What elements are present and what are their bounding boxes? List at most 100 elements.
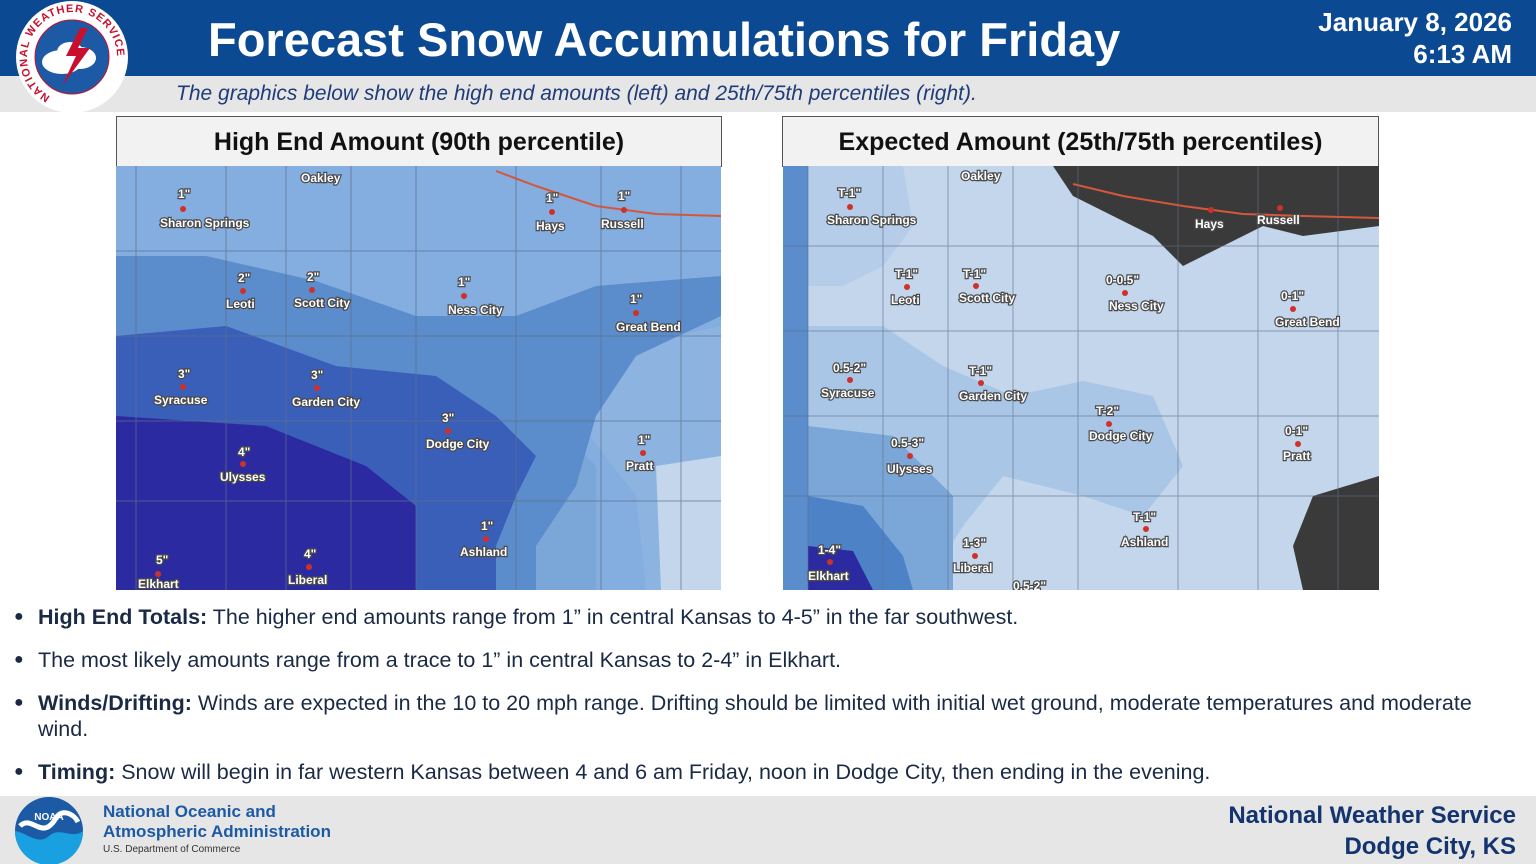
city-marker: [640, 450, 646, 456]
city-marker: [1290, 306, 1296, 312]
extreme-snow-area: [808, 546, 873, 590]
office-name: National Weather Service Dodge City, KS: [1228, 800, 1516, 862]
label-ness-amount: 0-0.5": [1106, 273, 1139, 287]
label-ness-amount: 1": [458, 275, 470, 289]
bullet-text: Winds are expected in the 10 to 20 mph r…: [38, 691, 1472, 741]
city-marker: [978, 380, 984, 386]
label-elkhart: Elkhart: [808, 569, 849, 583]
lightest-snow-area: [656, 456, 721, 590]
noaa-name-line1: National Oceanic and: [103, 802, 276, 821]
label-hays-amount: 1": [546, 191, 558, 205]
issued-datetime: January 8, 2026 6:13 AM: [1318, 6, 1512, 70]
label-scott: Scott City: [294, 296, 350, 310]
label-sharon-amount: T-1": [838, 186, 861, 200]
city-marker: [1295, 441, 1301, 447]
bullet-dot-icon: ●: [14, 608, 24, 625]
header-bar: Forecast Snow Accumulations for Friday J…: [0, 0, 1536, 76]
issued-date: January 8, 2026: [1318, 7, 1512, 37]
bullet-text: The most likely amounts range from a tra…: [38, 648, 842, 672]
light-snow-nw: [808, 166, 913, 286]
city-marker: [621, 207, 627, 213]
city-marker: [461, 293, 467, 299]
subtitle-bar: The graphics below show the high end amo…: [0, 76, 1536, 112]
city-marker: [180, 206, 186, 212]
summary-bullets: ● High End Totals: The higher end amount…: [14, 604, 1514, 802]
city-marker: [1143, 526, 1149, 532]
label-scott-amount: T-1": [963, 267, 986, 281]
svg-text:NOAA: NOAA: [34, 812, 63, 823]
label-border-amount: 0.5-2": [1013, 579, 1046, 590]
label-ulysses-amount: 4": [238, 445, 250, 459]
left-panel-title: High End Amount (90th percentile): [116, 116, 722, 167]
city-marker: [827, 559, 833, 565]
city-marker: [904, 284, 910, 290]
city-marker: [633, 310, 639, 316]
label-ashland: Ashland: [1121, 535, 1168, 549]
label-sharon-amount: 1": [178, 187, 190, 201]
label-leoti-amount: 2": [238, 271, 250, 285]
bullet-timing: ● Timing: Snow will begin in far western…: [14, 759, 1514, 785]
bullet-text: The higher end amounts range from 1” in …: [207, 605, 1019, 629]
no-snow-north: [1053, 166, 1379, 266]
office-line1: National Weather Service: [1228, 802, 1516, 829]
label-dodge-amount: T-2": [1096, 404, 1119, 418]
city-marker: [1122, 290, 1128, 296]
bullet-heading: Timing:: [38, 760, 116, 784]
bullet-winds: ● Winds/Drifting: Winds are expected in …: [14, 690, 1514, 742]
label-syracuse-amount: 0.5-2": [833, 361, 866, 375]
city-marker: [180, 384, 186, 390]
high-end-snow-map: Oakley 1" Sharon Springs 1" Hays 1" Russ…: [116, 166, 721, 590]
label-elkhart-amount: 5": [156, 553, 168, 567]
label-elkhart-amount: 1-4": [818, 543, 841, 557]
nws-logo: NATIONAL WEATHER SERVICE: [16, 1, 128, 113]
city-marker: [1208, 207, 1214, 213]
label-liberal: Liberal: [953, 561, 992, 575]
bullet-dot-icon: ●: [14, 763, 24, 780]
county-borders: [783, 166, 1379, 590]
label-russell-amount: 1": [618, 189, 630, 203]
bullet-dot-icon: ●: [14, 651, 24, 668]
left-map-labels: Oakley 1" Sharon Springs 1" Hays 1" Russ…: [137, 170, 682, 590]
label-sharon: Sharon Springs: [160, 216, 250, 230]
extreme-snow-area: [116, 416, 416, 590]
city-marker: [972, 553, 978, 559]
label-dodge: Dodge City: [1089, 429, 1153, 443]
label-garden-amount: T-1": [969, 364, 992, 378]
right-map-labels: Oakley T-1" Sharon Springs Hays Russell …: [807, 168, 1341, 590]
city-marker: [847, 204, 853, 210]
label-russell: Russell: [601, 217, 644, 231]
bullet-text: Snow will begin in far western Kansas be…: [115, 760, 1211, 784]
label-garden: Garden City: [292, 395, 360, 409]
city-marker: [445, 428, 451, 434]
label-greatbend: Great Bend: [1275, 315, 1340, 329]
label-ulysses-amount: 0.5-3": [891, 436, 924, 450]
label-greatbend-amount: 0-1": [1281, 289, 1304, 303]
label-liberal: Liberal: [288, 573, 327, 587]
label-pratt-amount: 1": [638, 433, 650, 447]
label-pratt-amount: 0-1": [1285, 424, 1308, 438]
noaa-logo: NOAA: [15, 797, 83, 864]
label-hays: Hays: [536, 219, 565, 233]
high-end-map-svg: Oakley 1" Sharon Springs 1" Hays 1" Russ…: [116, 166, 721, 590]
label-leoti: Leoti: [891, 293, 920, 307]
label-hays: Hays: [1195, 217, 1224, 231]
footer-bar: NOAA National Oceanic and Atmospheric Ad…: [0, 796, 1536, 864]
label-elkhart: Elkhart: [138, 577, 179, 590]
label-leoti: Leoti: [226, 297, 255, 311]
moderate-snow-west: [783, 166, 808, 590]
city-marker: [306, 564, 312, 570]
label-liberal-amount: 4": [304, 547, 316, 561]
label-oakley: Oakley: [301, 171, 341, 185]
city-marker: [907, 453, 913, 459]
label-ashland-amount: 1": [481, 519, 493, 533]
label-scott-amount: 2": [307, 270, 319, 284]
right-panel-title: Expected Amount (25th/75th percentiles): [782, 116, 1379, 167]
label-ashland: Ashland: [460, 545, 507, 559]
issued-time: 6:13 AM: [1413, 39, 1512, 69]
city-marker: [240, 288, 246, 294]
label-syracuse-amount: 3": [178, 367, 190, 381]
label-ulysses: Ulysses: [220, 470, 266, 484]
label-pratt: Pratt: [626, 459, 653, 473]
subtitle: The graphics below show the high end amo…: [176, 82, 977, 105]
city-marker: [155, 571, 161, 577]
